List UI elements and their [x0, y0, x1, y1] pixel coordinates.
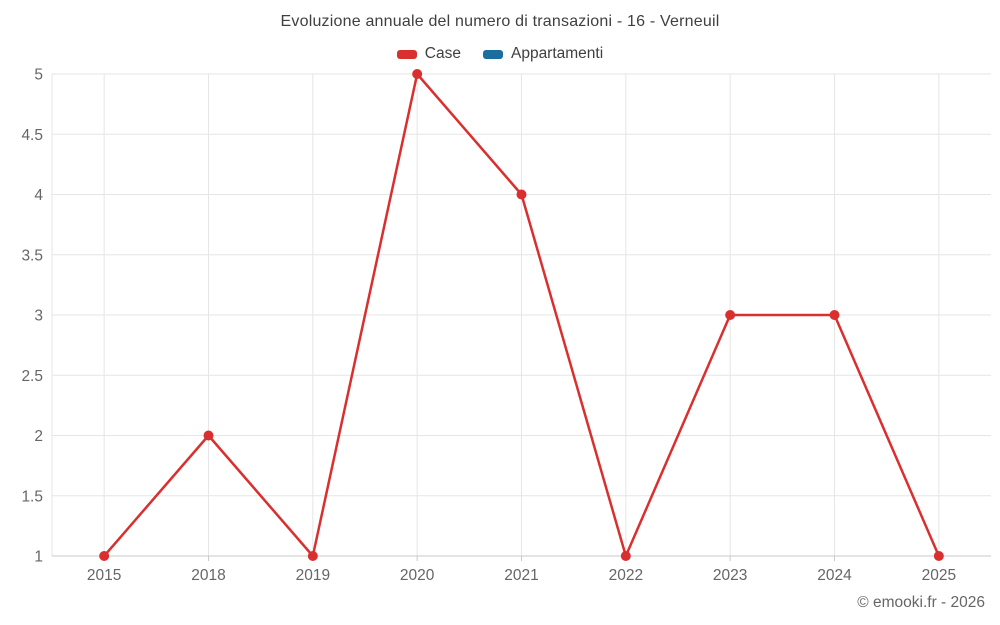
- y-tick-label: 1.5: [21, 488, 43, 505]
- x-tick-label: 2023: [713, 567, 747, 584]
- case-series-marker-icon: [396, 49, 417, 59]
- legend-label-appartamenti: Appartamenti: [510, 45, 604, 62]
- data-point-case[interactable]: [203, 430, 214, 441]
- data-point-case[interactable]: [412, 69, 423, 79]
- data-point-case[interactable]: [99, 551, 110, 561]
- legend-item-case[interactable]: Case: [396, 45, 461, 63]
- data-point-case[interactable]: [933, 551, 944, 561]
- appartamenti-series-marker-icon: [482, 49, 503, 59]
- credit-text: © emooki.fr - 2026: [857, 594, 985, 611]
- y-tick-label: 4: [34, 187, 43, 204]
- x-tick-label: 2020: [400, 567, 435, 584]
- x-tick-label: 2015: [87, 567, 121, 584]
- x-tick-label: 2021: [504, 567, 538, 584]
- x-tick-label: 2018: [191, 567, 225, 584]
- y-tick-label: 1: [34, 549, 43, 566]
- x-tick-label: 2024: [817, 567, 852, 584]
- data-point-case[interactable]: [307, 551, 318, 561]
- y-tick-label: 2.5: [21, 368, 43, 385]
- data-point-case[interactable]: [516, 189, 527, 200]
- y-tick-label: 5: [34, 67, 43, 84]
- y-tick-label: 3: [34, 308, 43, 325]
- legend-item-appartamenti[interactable]: Appartamenti: [482, 45, 604, 63]
- y-tick-label: 3.5: [21, 247, 43, 264]
- y-tick-label: 4.5: [21, 127, 43, 144]
- x-tick-label: 2022: [609, 567, 643, 584]
- data-point-case[interactable]: [725, 310, 736, 320]
- x-tick-label: 2025: [922, 567, 956, 584]
- data-point-case[interactable]: [829, 310, 840, 320]
- chart-title: Evoluzione annuale del numero di transaz…: [280, 13, 720, 30]
- x-tick-label: 2019: [296, 567, 330, 584]
- data-point-case[interactable]: [620, 551, 631, 561]
- y-tick-label: 2: [34, 428, 43, 445]
- chart-legend: Case Appartamenti: [0, 45, 1000, 63]
- legend-label-case: Case: [424, 45, 461, 62]
